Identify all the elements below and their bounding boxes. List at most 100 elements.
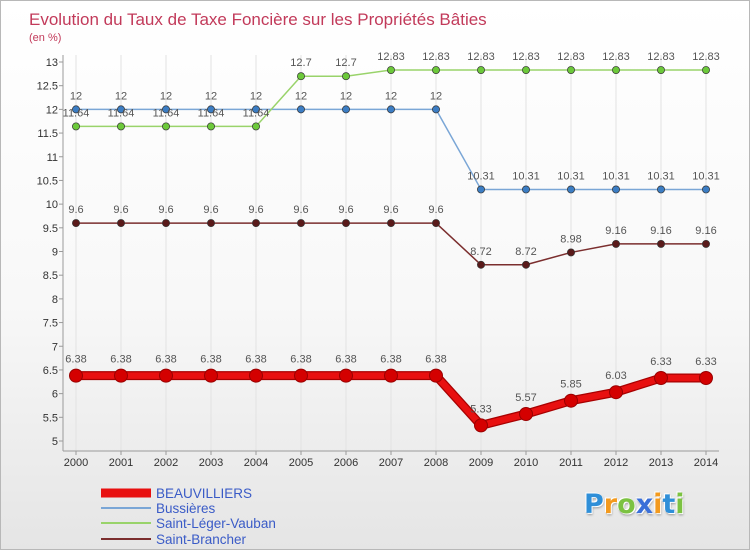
x-tick-label: 2012 — [604, 457, 628, 469]
data-point — [342, 105, 350, 114]
data-label: 9.6 — [113, 204, 128, 216]
data-point — [522, 185, 530, 194]
y-tick-label: 5 — [52, 436, 58, 448]
data-point — [69, 368, 83, 383]
data-label: 11.64 — [153, 107, 180, 119]
x-tick-label: 2005 — [289, 457, 313, 469]
x-tick-label: 2014 — [694, 457, 718, 469]
data-point — [72, 105, 80, 114]
data-label: 10.31 — [647, 170, 675, 182]
data-label: 11.64 — [243, 107, 270, 119]
data-label: 12.7 — [335, 57, 356, 69]
data-point — [342, 72, 350, 81]
data-point — [429, 368, 443, 383]
data-label: 11.64 — [108, 107, 135, 119]
data-point — [159, 368, 173, 383]
data-point — [477, 185, 485, 194]
data-point — [612, 185, 620, 194]
data-label: 12 — [295, 90, 307, 102]
data-point — [657, 185, 665, 194]
logo-letter: P — [584, 489, 604, 520]
data-label: 10.31 — [467, 170, 495, 182]
data-label: 12.83 — [467, 51, 495, 63]
data-label: 6.38 — [200, 354, 221, 366]
plot-area: 5 5.5 6 6.5 7 7.5 8 8.5 9 9.5 10 10.5 11 11.5 12 12.5 13… — [37, 51, 720, 469]
data-point — [297, 105, 305, 114]
data-label: 11.64 — [63, 107, 90, 119]
data-label: 10.31 — [602, 170, 630, 182]
data-label: 8.98 — [560, 233, 581, 245]
legend-item-bussieres: Bussières — [101, 501, 216, 516]
data-label: 6.33 — [695, 356, 716, 368]
y-tick-label: 10 — [46, 199, 58, 211]
chart-subtitle: (en %) — [29, 32, 61, 44]
data-label: 12.83 — [647, 51, 675, 63]
data-point — [117, 219, 125, 228]
legend: BEAUVILLIERS Bussières Saint-Léger-Vauba… — [101, 486, 276, 547]
data-point — [654, 370, 668, 385]
data-label: 6.38 — [155, 354, 176, 366]
data-point — [294, 368, 308, 383]
y-tick-label: 5.5 — [43, 412, 58, 424]
data-point — [72, 122, 80, 131]
data-point — [207, 219, 215, 228]
legend-item-beauvilliers: BEAUVILLIERS — [101, 486, 252, 501]
series-saint-brancher — [72, 219, 710, 269]
data-label: 6.03 — [605, 370, 626, 382]
y-tick-label: 12 — [46, 104, 58, 116]
legend-label: Saint-Brancher — [156, 532, 247, 547]
data-point — [522, 260, 530, 269]
data-point — [567, 248, 575, 257]
data-label: 10.31 — [557, 170, 585, 182]
data-labels: 6.38 6.38 6.38 6.38 6.38 6.38 6.38 6.38 6.38 5.33… — [63, 51, 720, 415]
data-label: 12 — [160, 90, 172, 102]
data-point — [162, 219, 170, 228]
x-tick-label: 2002 — [154, 457, 178, 469]
y-tick-label: 8 — [52, 294, 58, 306]
data-point — [342, 219, 350, 228]
logo-letter: t — [662, 489, 676, 520]
data-label: 12 — [205, 90, 217, 102]
data-label: 9.6 — [338, 204, 353, 216]
data-point — [567, 66, 575, 75]
data-label: 6.38 — [335, 354, 356, 366]
data-point — [432, 66, 440, 75]
data-point — [339, 368, 353, 383]
x-tick-label: 2009 — [469, 457, 493, 469]
x-tick-label: 2011 — [559, 457, 583, 469]
data-label: 10.31 — [692, 170, 720, 182]
x-tick-label: 2006 — [334, 457, 358, 469]
data-point — [477, 260, 485, 269]
data-label: 12 — [250, 90, 262, 102]
data-point — [522, 66, 530, 75]
data-label: 12 — [385, 90, 397, 102]
data-label: 5.85 — [560, 379, 581, 391]
x-tick-label: 2010 — [514, 457, 538, 469]
data-point — [432, 219, 440, 228]
data-point — [474, 418, 488, 433]
legend-label: Saint-Léger-Vauban — [156, 516, 276, 531]
data-point — [564, 393, 578, 408]
data-label: 6.38 — [290, 354, 311, 366]
logo-letter: o — [617, 489, 636, 520]
data-point — [609, 385, 623, 400]
logo-letter: i — [675, 489, 685, 520]
data-point — [207, 122, 215, 131]
data-point — [207, 105, 215, 114]
data-point — [252, 122, 260, 131]
data-label: 12.83 — [602, 51, 630, 63]
data-label: 6.38 — [380, 354, 401, 366]
data-label: 6.38 — [425, 354, 446, 366]
data-label: 12 — [115, 90, 127, 102]
data-label: 9.16 — [650, 225, 671, 237]
data-label: 9.6 — [428, 204, 443, 216]
y-tick-label: 11.5 — [37, 128, 58, 140]
legend-label: Bussières — [156, 501, 216, 516]
data-label: 5.33 — [470, 403, 491, 415]
data-label: 9.6 — [293, 204, 308, 216]
data-label: 5.57 — [515, 392, 536, 404]
data-point — [162, 122, 170, 131]
data-point — [249, 368, 263, 383]
data-label: 9.6 — [383, 204, 398, 216]
